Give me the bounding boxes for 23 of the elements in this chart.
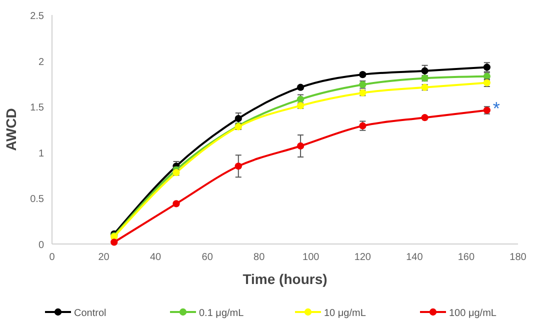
annotation: *: [492, 98, 500, 119]
x-tick-label: 40: [150, 252, 162, 263]
legend-label: 100 μg/mL: [449, 308, 497, 319]
x-tick-label: 80: [254, 252, 266, 263]
y-tick-label: 2.5: [30, 11, 44, 22]
x-tick-label: 140: [406, 252, 424, 263]
y-tick-label: 2: [38, 56, 44, 68]
x-tick-label: 0: [49, 252, 56, 263]
legend-label: 10 μg/mL: [324, 308, 366, 319]
x-tick-label: 180: [510, 252, 527, 263]
y-tick-label: 0: [38, 240, 44, 251]
legend-label: Control: [74, 308, 106, 319]
x-tick-label: 160: [458, 252, 475, 263]
x-tick-label: 60: [202, 252, 214, 263]
x-tick-label: 120: [354, 252, 372, 263]
y-tick-label: 0.5: [30, 194, 44, 206]
y-tick-label: 1: [38, 148, 44, 160]
x-tick-label: 100: [302, 252, 320, 263]
x-axis-title: Time (hours): [242, 271, 328, 287]
x-tick-label: 20: [98, 252, 110, 263]
y-axis-title: AWCD: [3, 108, 19, 151]
legend-label: 0.1 μg/mL: [199, 308, 244, 319]
y-tick-label: 1.5: [30, 102, 44, 114]
